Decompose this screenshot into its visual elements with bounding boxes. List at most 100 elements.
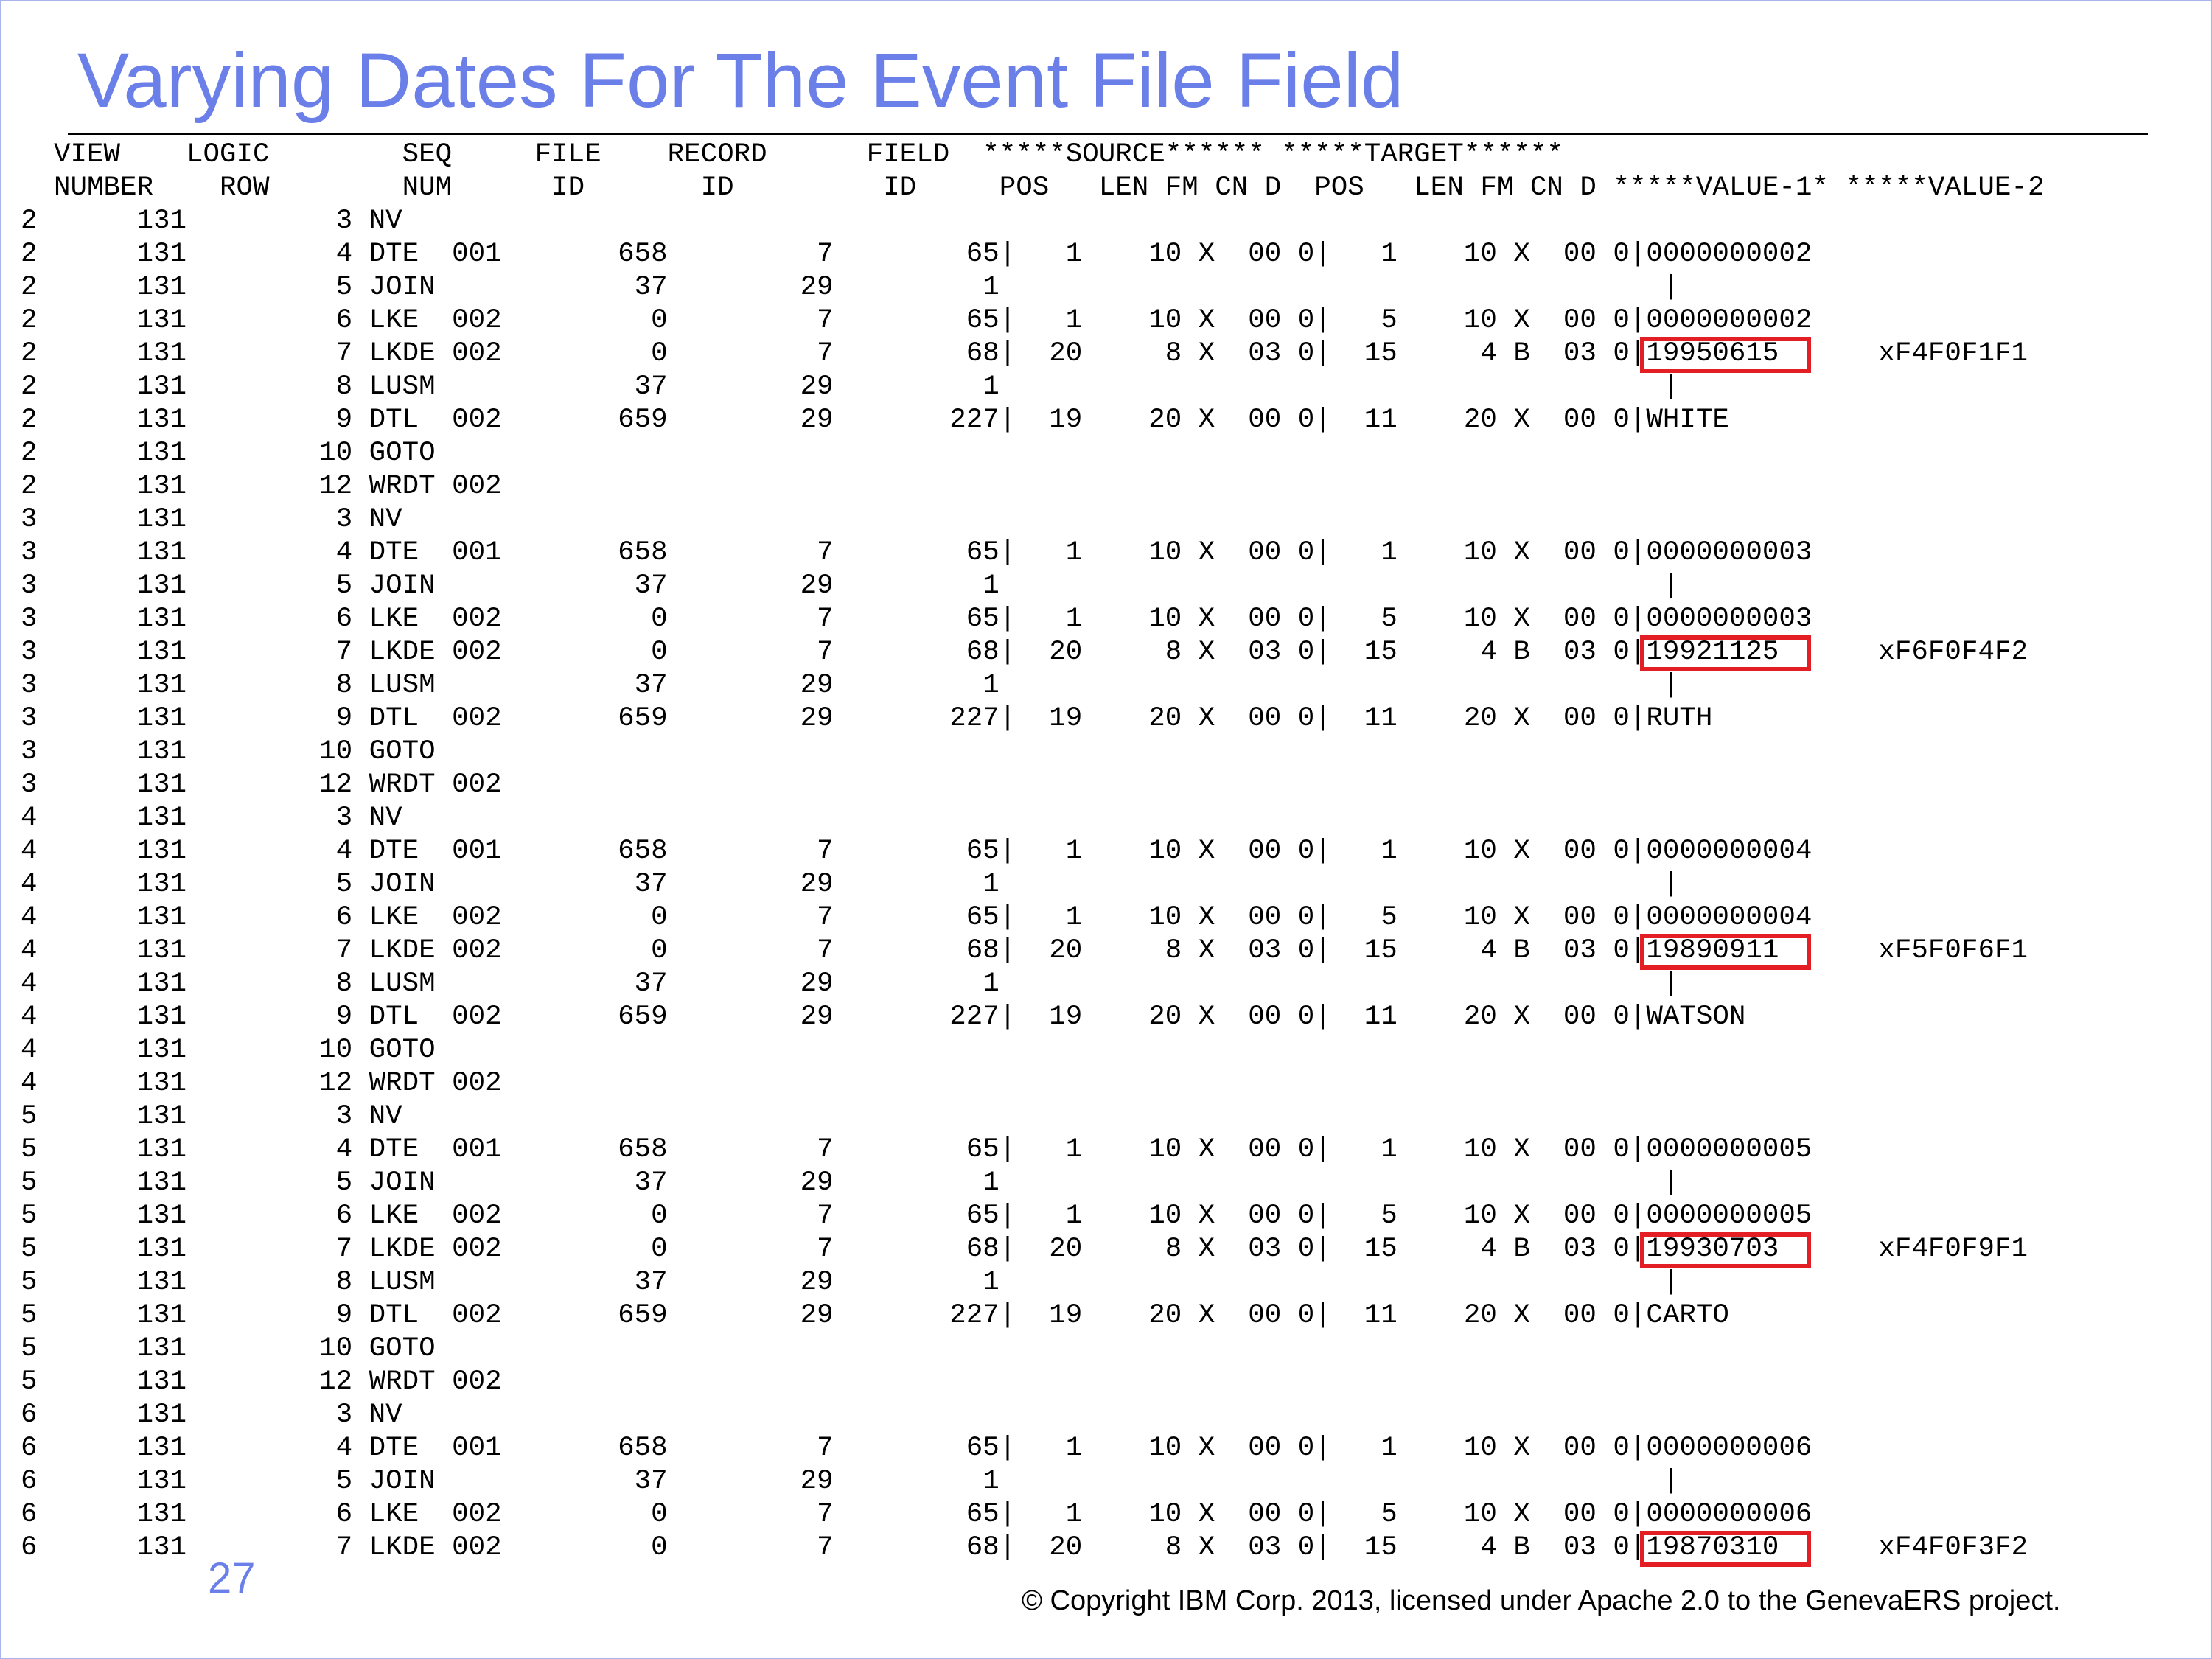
listing-row-text: 3 131 9 DTL 002 659 29 227| 19 20 X 00 0… [21,703,1713,734]
listing-row-text: 4 131 4 DTE 001 658 7 65| 1 10 X 00 0| 1… [21,836,1812,867]
slide-title: Varying Dates For The Event File Field [77,38,1404,124]
listing-row-text: 3 131 7 LKDE 002 0 7 68| 20 8 X 03 0| 15… [21,637,1647,668]
date-highlight-box [1640,1232,1812,1268]
listing-row: 5 131 10 GOTO [21,1333,2044,1366]
listing-row: 4 131 6 LKE 002 0 7 65| 1 10 X 00 0| 5 1… [21,901,2044,935]
listing-row: 2 131 12 WRDT 002 [21,470,2044,503]
listing-row-text: 3 131 12 WRDT 002 [21,769,502,800]
listing-row: 5 131 8 LUSM 37 29 1 | [21,1266,2044,1299]
listing-row-text: 5 131 12 WRDT 002 [21,1366,502,1397]
listing-row: 2 131 4 DTE 001 658 7 65| 1 10 X 00 0| 1… [21,238,2044,271]
listing-row-text: 3 131 8 LUSM 37 29 1 | [21,670,1680,701]
listing-header-line: VIEW LOGIC SEQ FILE RECORD FIELD *****SO… [21,139,1563,170]
listing-row: 3 131 10 GOTO [21,736,2044,769]
listing-row: 5 131 9 DTL 002 659 29 227| 19 20 X 00 0… [21,1299,2044,1333]
title-divider [68,133,2148,135]
copyright-notice: © Copyright IBM Corp. 2013, licensed und… [1022,1585,2061,1616]
listing-row-text: 6 131 5 JOIN 37 29 1 | [21,1466,1680,1497]
listing-row-text: 2 131 7 LKDE 002 0 7 68| 20 8 X 03 0| 15… [21,338,1647,369]
listing-row: 6 131 3 NV [21,1399,2044,1432]
value-2-hex: xF4F0F3F2 [1878,1532,2028,1563]
value-2-hex: xF4F0F1F1 [1878,338,2028,369]
listing-row: 6 131 6 LKE 002 0 7 65| 1 10 X 00 0| 5 1… [21,1498,2044,1531]
listing-row: 5 131 4 DTE 001 658 7 65| 1 10 X 00 0| 1… [21,1134,2044,1167]
listing-row-text: 4 131 12 WRDT 002 [21,1068,502,1099]
listing-row: 3 131 9 DTL 002 659 29 227| 19 20 X 00 0… [21,702,2044,736]
listing-row: 6 131 5 JOIN 37 29 1 | [21,1465,2044,1498]
listing-row-text: 3 131 10 GOTO [21,736,436,767]
listing-row-text: 2 131 6 LKE 002 0 7 65| 1 10 X 00 0| 5 1… [21,305,1812,336]
listing-row: 2 131 9 DTL 002 659 29 227| 19 20 X 00 0… [21,404,2044,437]
value-1-date: 19921125 [1646,637,1779,668]
listing-row-text: 3 131 5 JOIN 37 29 1 | [21,570,1680,601]
listing-row: 2 131 3 NV [21,205,2044,238]
listing-row: 5 131 6 LKE 002 0 7 65| 1 10 X 00 0| 5 1… [21,1200,2044,1233]
listing-row: 2 131 10 GOTO [21,437,2044,470]
value-2-hex: xF6F0F4F2 [1878,637,2028,668]
program-listing: VIEW LOGIC SEQ FILE RECORD FIELD *****SO… [21,139,2045,1567]
page-number: 27 [208,1554,256,1602]
listing-row-text: 4 131 9 DTL 002 659 29 227| 19 20 X 00 0… [21,1002,1746,1033]
listing-header-line: NUMBER ROW NUM ID ID ID POS LEN FM CN D … [21,172,2045,203]
listing-row: 4 131 4 DTE 001 658 7 65| 1 10 X 00 0| 1… [21,835,2044,868]
date-highlight-box [1640,337,1812,373]
listing-row-text: 5 131 8 LUSM 37 29 1 | [21,1267,1680,1298]
listing-row-text: 3 131 4 DTE 001 658 7 65| 1 10 X 00 0| 1… [21,537,1812,568]
listing-row: 4 131 7 LKDE 002 0 7 68| 20 8 X 03 0| 15… [21,935,2044,968]
listing-row-text: 2 131 10 GOTO [21,438,436,469]
value-2-hex: xF4F0F9F1 [1878,1234,2028,1265]
date-highlight-box [1640,1531,1812,1567]
listing-row-text: 5 131 4 DTE 001 658 7 65| 1 10 X 00 0| 1… [21,1134,1812,1165]
listing-row: 3 131 5 JOIN 37 29 1 | [21,570,2044,603]
listing-row-text: 4 131 6 LKE 002 0 7 65| 1 10 X 00 0| 5 1… [21,902,1812,933]
listing-row-text: 4 131 3 NV [21,803,402,834]
listing-row: 4 131 9 DTL 002 659 29 227| 19 20 X 00 0… [21,1001,2044,1034]
listing-row: 4 131 3 NV [21,802,2044,835]
value-1-date: 19890911 [1646,935,1779,966]
listing-row-text: 2 131 9 DTL 002 659 29 227| 19 20 X 00 0… [21,405,1729,436]
listing-row: 4 131 12 WRDT 002 [21,1067,2044,1100]
value-2-hex: xF5F0F6F1 [1878,935,2028,966]
listing-row-text: 5 131 6 LKE 002 0 7 65| 1 10 X 00 0| 5 1… [21,1201,1812,1232]
listing-row-text: 4 131 5 JOIN 37 29 1 | [21,869,1680,900]
listing-row-text: 2 131 12 WRDT 002 [21,471,502,502]
listing-row-text: 2 131 5 JOIN 37 29 1 | [21,272,1680,303]
listing-row: 3 131 12 WRDT 002 [21,769,2044,802]
listing-row-text: 5 131 7 LKDE 002 0 7 68| 20 8 X 03 0| 15… [21,1234,1647,1265]
listing-row: 3 131 8 LUSM 37 29 1 | [21,669,2044,702]
listing-row: 2 131 6 LKE 002 0 7 65| 1 10 X 00 0| 5 1… [21,304,2044,338]
listing-row: 4 131 8 LUSM 37 29 1 | [21,968,2044,1001]
listing-row-text: 6 131 7 LKDE 002 0 7 68| 20 8 X 03 0| 15… [21,1532,1647,1563]
date-highlight-box [1640,934,1812,970]
listing-row: 3 131 6 LKE 002 0 7 65| 1 10 X 00 0| 5 1… [21,603,2044,636]
listing-row: 2 131 8 LUSM 37 29 1 | [21,371,2044,404]
listing-row-text: 2 131 8 LUSM 37 29 1 | [21,371,1680,402]
listing-row-text: 6 131 6 LKE 002 0 7 65| 1 10 X 00 0| 5 1… [21,1499,1812,1530]
listing-row-text: 6 131 3 NV [21,1400,402,1431]
listing-row: 3 131 7 LKDE 002 0 7 68| 20 8 X 03 0| 15… [21,636,2044,669]
listing-row-text: 5 131 9 DTL 002 659 29 227| 19 20 X 00 0… [21,1300,1729,1331]
listing-row: 6 131 4 DTE 001 658 7 65| 1 10 X 00 0| 1… [21,1432,2044,1465]
listing-rows: 2 131 3 NV 2 131 4 DTE 001 658 7 65| 1 10… [21,205,2044,1565]
value-1-date: 19870310 [1646,1532,1779,1563]
listing-row: 5 131 5 JOIN 37 29 1 | [21,1167,2044,1200]
listing-row-text: 4 131 8 LUSM 37 29 1 | [21,968,1680,999]
listing-row-text: 6 131 4 DTE 001 658 7 65| 1 10 X 00 0| 1… [21,1433,1812,1464]
listing-row-text: 5 131 5 JOIN 37 29 1 | [21,1167,1680,1198]
value-1-date: 19930703 [1646,1234,1779,1265]
listing-row: 3 131 4 DTE 001 658 7 65| 1 10 X 00 0| 1… [21,537,2044,570]
listing-row: 4 131 10 GOTO [21,1034,2044,1067]
listing-row-text: 3 131 3 NV [21,504,402,535]
listing-row: 2 131 5 JOIN 37 29 1 | [21,271,2044,304]
listing-row-text: 5 131 3 NV [21,1101,402,1132]
listing-row: 3 131 3 NV [21,503,2044,537]
listing-row-text: 2 131 4 DTE 001 658 7 65| 1 10 X 00 0| 1… [21,239,1812,270]
date-highlight-box [1640,635,1812,671]
listing-row: 4 131 5 JOIN 37 29 1 | [21,868,2044,901]
listing-row-text: 5 131 10 GOTO [21,1333,436,1364]
listing-row: 5 131 3 NV [21,1100,2044,1134]
listing-row-text: 3 131 6 LKE 002 0 7 65| 1 10 X 00 0| 5 1… [21,604,1812,635]
listing-row: 6 131 7 LKDE 002 0 7 68| 20 8 X 03 0| 15… [21,1531,2044,1565]
listing-row: 5 131 7 LKDE 002 0 7 68| 20 8 X 03 0| 15… [21,1233,2044,1266]
